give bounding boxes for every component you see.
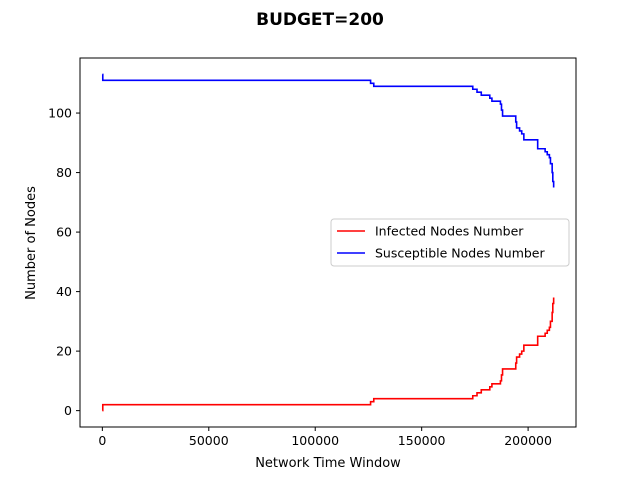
x-axis-ticks: 0 50000 100000 150000 200000 bbox=[98, 427, 552, 448]
x-tick-label: 0 bbox=[98, 433, 106, 448]
y-tick-label: 20 bbox=[56, 344, 72, 359]
y-tick-label: 100 bbox=[48, 106, 72, 121]
x-tick-label: 200000 bbox=[504, 433, 552, 448]
chart-title: BUDGET=200 bbox=[256, 10, 384, 30]
legend-box bbox=[330, 218, 570, 267]
x-tick-label: 100000 bbox=[291, 433, 339, 448]
x-tick-label: 150000 bbox=[398, 433, 446, 448]
x-axis-label: Network Time Window bbox=[255, 456, 401, 471]
legend: Infected Nodes Number Susceptible Nodes N… bbox=[330, 218, 570, 267]
y-axis-ticks: 0 20 40 60 80 100 bbox=[48, 106, 80, 418]
x-tick-label: 50000 bbox=[189, 433, 229, 448]
y-axis-label: Number of Nodes bbox=[24, 186, 39, 300]
y-tick-label: 40 bbox=[56, 284, 72, 299]
y-tick-label: 80 bbox=[56, 165, 72, 180]
series-layer bbox=[101, 73, 555, 412]
y-tick-label: 0 bbox=[64, 403, 72, 418]
series-line-infected bbox=[101, 297, 555, 412]
legend-label: Susceptible Nodes Number bbox=[375, 246, 545, 261]
plot-frame bbox=[79, 57, 577, 428]
legend-label: Infected Nodes Number bbox=[375, 224, 524, 239]
y-tick-label: 60 bbox=[56, 225, 72, 240]
series-line-susceptible bbox=[101, 73, 555, 188]
